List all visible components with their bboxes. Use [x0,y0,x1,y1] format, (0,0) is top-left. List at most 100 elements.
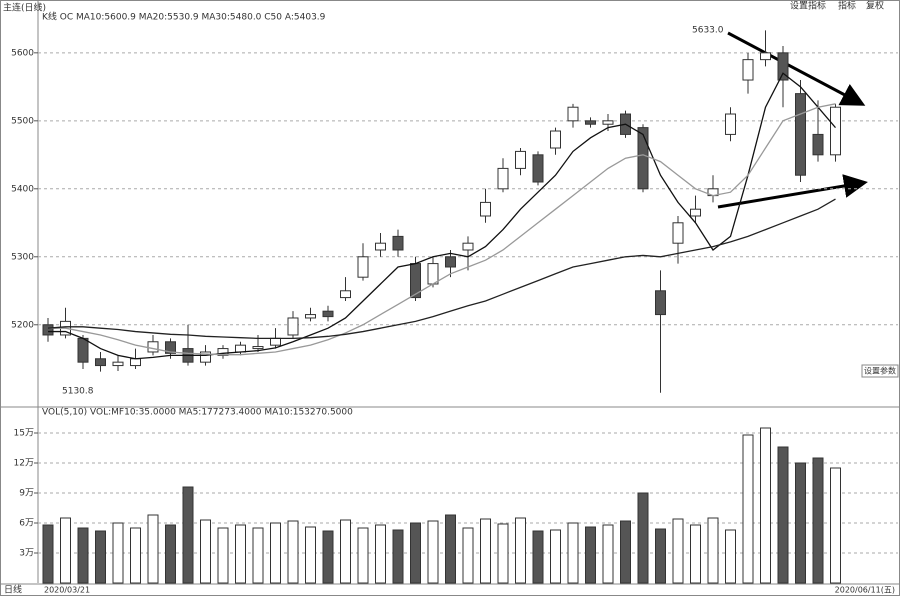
candle-body [165,341,176,354]
candle-body [375,242,386,251]
candle-body [655,290,666,316]
candle-body [532,154,544,183]
toolbar-button[interactable]: 指标 [838,0,856,12]
volume-bar [830,467,841,584]
ma-line [47,198,836,340]
volume-bar [760,427,771,584]
candle-body [112,361,124,367]
candle-body [742,59,754,81]
volume-bar [130,527,141,584]
volume-bar [480,518,491,584]
candle-body [217,348,229,356]
candle-body [77,337,89,363]
start-date: 2020/03/21 [44,586,90,595]
volume-bar [95,530,106,584]
volume-bar [602,524,614,584]
candle-body [147,341,159,353]
volume-bar [410,522,421,584]
volume-bar [270,522,281,584]
candle-body [95,358,106,367]
volume-bar [200,519,211,584]
candle-body [830,106,841,156]
volume-bar [112,522,124,584]
volume-bar [655,528,666,584]
candle-body [497,167,509,190]
volume-bar [60,517,71,584]
y-tick-label: 6万 [19,519,34,529]
volume-bar [77,527,89,584]
volume-bar [427,520,439,584]
side-note: 设置参数 [864,366,896,376]
volume-bar [462,527,474,584]
ma-line [48,103,836,356]
price-legend: K线 OC MA10:5600.9 MA20:5530.9 MA30:5480.… [42,11,326,23]
volume-bar [182,486,194,584]
y-tick-label: 5500 [11,116,34,126]
volume-bar [235,524,246,584]
volume-legend: VOL(5,10) VOL:MF10:35.0000 MA5:177273.40… [42,408,353,418]
candle-body [305,314,316,319]
candle-body [427,263,439,285]
volume-bar [707,517,719,584]
volume-bar [340,519,351,584]
high-annotation: 5633.0 [692,26,724,36]
symbol: 主连(日线) [3,2,46,14]
candle-body [392,235,404,251]
candle-body [585,120,596,125]
toolbar-button[interactable]: 复权 [866,0,884,12]
y-tick-label: 3万 [19,549,34,559]
candle-body [357,256,369,278]
candle-body [637,127,649,190]
candle-body [322,310,334,318]
volume-bar [777,446,789,584]
low-annotation: 5130.8 [62,387,94,397]
volume-bar [550,529,561,584]
candle-body [515,150,526,169]
volume-bar [42,524,54,584]
candle-body [795,93,806,176]
y-tick-label: 9万 [19,489,34,499]
volume-bar [322,530,334,584]
volume-bar [532,530,544,584]
volume-bar [620,520,631,584]
candle-body [445,256,456,268]
volume-bar [812,457,824,584]
volume-bar [567,522,579,584]
toolbar-button[interactable]: 设置指标 [790,0,826,12]
candle-body [812,133,824,156]
ma-line [48,72,836,360]
volume-bar [725,529,736,584]
candle-body [777,52,789,81]
volume-bar [497,523,509,584]
y-tick-label: 15万 [14,429,34,439]
volume-bar [637,492,649,584]
candle-body [340,290,351,299]
candle-body [760,52,771,61]
volume-bar [357,527,369,584]
candle-body [130,358,141,367]
volume-bar [795,462,806,584]
volume-bar [287,520,299,584]
trend-arrow [727,31,866,106]
candle-body [270,337,281,346]
candle-body [567,106,579,122]
y-tick-label: 5400 [11,184,34,194]
volume-bar [147,514,159,584]
candle-body [200,351,211,363]
y-tick-label: 12万 [14,459,34,469]
y-tick-label: 5200 [11,320,34,330]
side-note-box [861,364,899,378]
candle-body [287,317,299,336]
candle-body [672,222,684,244]
candle-body [252,346,264,350]
volume-bar [690,524,701,584]
y-tick-label: 5600 [11,48,34,58]
volume-bar [165,524,176,584]
volume-bar [252,527,264,584]
volume-bar [445,514,456,584]
candle-body [725,113,736,135]
volume-bar [742,434,754,584]
end-date: 2020/06/11(五) [835,586,895,595]
volume-bar [217,527,229,584]
